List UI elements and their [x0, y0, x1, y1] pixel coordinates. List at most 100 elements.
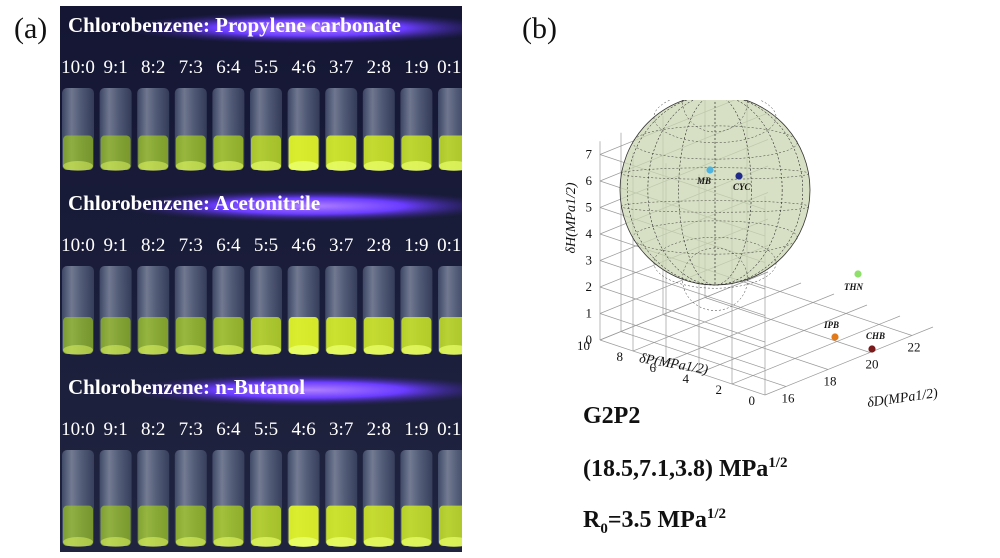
vial-bottom-glow	[213, 537, 244, 547]
vial-bottom-glow	[138, 161, 169, 171]
sphere-longitude	[647, 100, 783, 286]
grid-line	[731, 315, 901, 385]
ratio-label: 0:10	[437, 419, 462, 440]
fluorescent-solution	[100, 317, 131, 354]
vial-bottom-glow	[175, 161, 206, 171]
grid-line	[665, 293, 835, 363]
fluorescent-solution	[251, 317, 281, 354]
fluorescent-solution	[100, 505, 131, 546]
z-axis-label: δH(MPa1/2)	[565, 182, 579, 253]
grid-line	[599, 260, 766, 316]
vial-bottom-glow	[175, 345, 206, 355]
uv-lamp-glow	[120, 190, 462, 222]
ratio-label: 0:10	[437, 57, 462, 78]
z-tick-label: 1	[586, 306, 593, 321]
vial-bottom-glow	[213, 161, 244, 171]
grid-line	[599, 271, 769, 341]
panel-a-label: (a)	[14, 12, 48, 45]
vial-bottom-glow	[63, 161, 93, 171]
vial-bottom-glow	[138, 537, 169, 547]
fluorescent-solution	[363, 505, 394, 546]
vial-bottom-glow	[100, 161, 131, 171]
ratio-label: 7:3	[179, 419, 203, 440]
fluorescent-solution	[363, 135, 394, 170]
ratio-label: 9:1	[103, 57, 127, 78]
fluorescent-solution	[175, 317, 206, 354]
vial-bottom-glow	[138, 345, 169, 355]
z-tick-label: 6	[586, 173, 593, 188]
fluorescent-solution	[326, 135, 357, 170]
vial-bottom-glow	[401, 161, 432, 171]
vial-bottom-glow	[251, 345, 281, 355]
fluorescent-solution	[439, 317, 462, 354]
fluorescent-solution	[439, 505, 462, 546]
fluorescent-solution	[213, 505, 244, 546]
fluorescent-solution	[288, 505, 319, 546]
vial-bottom-glow	[175, 537, 206, 547]
x-tick-label: 22	[908, 340, 921, 355]
fluorescent-solution	[251, 135, 281, 170]
vial-bottom-glow	[63, 345, 93, 355]
ratio-label: 7:3	[179, 235, 203, 256]
ratio-label: 1:9	[404, 235, 428, 256]
sphere-center: (18.5,7.1,3.8) MPa1/2	[583, 455, 788, 482]
hansen-sphere-plot: MB CYC THN IPB CHB 0 1 2 3 4 5 6 7 0 2 4 6 8 10 16 18 20 22 δH…	[565, 100, 939, 411]
vial-bottom-glow	[213, 345, 244, 355]
row-title: Chlorobenzene: Acetonitrile	[68, 191, 320, 215]
solvent-label: THN	[844, 282, 863, 292]
ratio-label: 6:4	[216, 57, 241, 78]
ratio-label: 4:6	[291, 419, 315, 440]
vial-bottom-glow	[326, 537, 357, 547]
solvent-point	[854, 270, 862, 278]
vial-bottom-glow	[251, 161, 281, 171]
fluorescent-solution	[100, 135, 131, 170]
fluorescent-solution	[63, 135, 93, 170]
fluorescent-solution	[288, 317, 319, 354]
y-tick-label: 0	[749, 393, 756, 408]
fluorescent-solution	[326, 317, 357, 354]
fluorescent-solution	[138, 505, 169, 546]
uv-lamp-glow	[120, 374, 462, 406]
ratio-label: 5:5	[254, 235, 278, 256]
x-tick-label: 18	[824, 374, 837, 389]
fluorescent-solution	[138, 317, 169, 354]
vial-bottom-glow	[326, 345, 357, 355]
solvent-label: CYC	[733, 182, 752, 192]
ratio-label: 9:1	[103, 419, 127, 440]
solvent-point	[735, 172, 743, 180]
grid-line	[698, 304, 868, 374]
vial-bottom-glow	[439, 161, 462, 171]
grid-line	[599, 339, 766, 396]
grid-line	[632, 282, 802, 352]
sphere-latitude	[632, 125, 798, 160]
ratio-label: 7:3	[179, 57, 203, 78]
fluorescent-solution	[401, 135, 432, 170]
y-tick-label: 4	[683, 371, 690, 386]
grid-line	[620, 331, 787, 387]
ratio-label: 5:5	[254, 419, 278, 440]
ratio-label: 1:9	[404, 57, 428, 78]
ratio-label: 8:2	[141, 235, 165, 256]
vial-bottom-glow	[251, 537, 281, 547]
ratio-label: 6:4	[216, 419, 241, 440]
ratio-label: 9:1	[103, 235, 127, 256]
panel-b-label: (b)	[522, 12, 557, 45]
vial-bottom-glow	[401, 345, 432, 355]
fluorescent-solution	[138, 135, 169, 170]
ratio-label: 8:2	[141, 419, 165, 440]
vial-photograph: Chlorobenzene: Propylene carbonate 10:0 9:…	[60, 6, 462, 552]
z-tick-label: 4	[586, 226, 593, 241]
fluorescent-solution	[175, 505, 206, 546]
grid-line	[599, 286, 766, 343]
y-tick-label: 6	[650, 360, 657, 375]
ratio-label: 3:7	[329, 235, 353, 256]
vial-bottom-glow	[363, 537, 394, 547]
ratio-label: 1:9	[404, 419, 428, 440]
sphere-latitude	[653, 237, 777, 289]
ratio-label: 5:5	[254, 57, 278, 78]
ratio-label: 10:0	[61, 235, 95, 256]
y-tick-label: 8	[617, 349, 624, 364]
fluorescent-solution	[63, 505, 93, 546]
fluorescent-solution	[251, 505, 281, 546]
vial-bottom-glow	[363, 161, 394, 171]
